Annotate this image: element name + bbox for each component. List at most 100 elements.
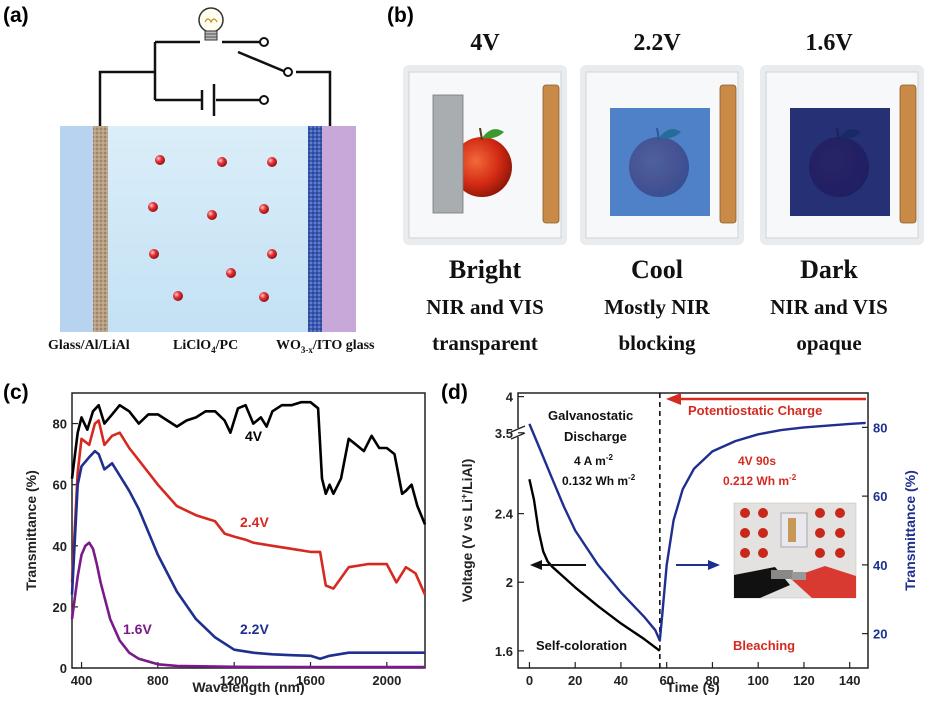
y-right-tick-label: 40 (873, 558, 887, 573)
light-bulb-icon (198, 7, 224, 41)
series-line-voltage (528, 479, 661, 652)
plot-frame (517, 392, 869, 669)
series-line-transmittance (528, 421, 866, 642)
panel-c: (c) 400 800 1200 1600 2000 0 20 40 60 80 Wavelengt… (3, 381, 427, 695)
x-tick-label: 800 (147, 673, 169, 688)
electrolyte-layer (108, 126, 308, 332)
x-tick-label: 120 (793, 673, 815, 688)
battery-icon (200, 84, 216, 116)
y-axis-label: Voltage (V vs Li+/LiAl) (459, 459, 475, 602)
x-tick-label: 100 (747, 673, 769, 688)
y-tick-label: 1.6 (495, 644, 513, 659)
panel-c-label: (c) (3, 381, 29, 404)
y-axis-label: Transmittance (%) (23, 470, 39, 591)
charge-arrow-head (666, 393, 681, 405)
panel-d-label: (d) (441, 381, 468, 404)
y-tick-label: 80 (53, 417, 67, 432)
apple-icon (740, 548, 750, 558)
y-right-tick-label: 20 (873, 627, 887, 642)
bleaching-label: Bleaching (733, 638, 795, 653)
y-right-tick-label: 80 (873, 420, 887, 435)
series-line-1.6V (70, 541, 425, 669)
x-tick-label: 60 (659, 673, 673, 688)
chart-d: 0 20 40 60 80 100 120 1401.622.43.5420406080Tim… (459, 390, 918, 695)
x-tick-label: 1600 (296, 673, 325, 688)
state-voltage: 2.2V (633, 30, 681, 56)
y-tick-label: 2.4 (495, 507, 514, 522)
apple-icon (815, 508, 825, 518)
state-voltage: 1.6V (805, 30, 853, 56)
series-label-2.2V: 2.2V (240, 621, 269, 637)
layer-label-right: WO3-x/ITO glass (276, 338, 375, 355)
state-desc-2: blocking (618, 331, 696, 355)
x-tick-label: 1200 (220, 673, 249, 688)
series-line-4V (70, 400, 427, 525)
current-density-label: 4 A m-2 (574, 453, 613, 468)
y-tick-label: 20 (53, 600, 67, 615)
apple-icon (740, 508, 750, 518)
wo3-layer (308, 126, 322, 332)
state-name: Bright (449, 255, 522, 284)
state-1: 2.2V Cool Mostly NIR blocking (580, 30, 744, 355)
glass-left-layer (60, 126, 93, 332)
discharge-label-2: Discharge (564, 429, 627, 444)
switch-contacts (259, 37, 293, 105)
al-lial-layer (93, 126, 108, 332)
state-desc-1: NIR and VIS (770, 295, 888, 319)
state-desc-1: Mostly NIR (604, 295, 710, 319)
y-right-axis-label: Transmittance (%) (902, 470, 918, 591)
state-desc-2: opaque (796, 331, 861, 355)
device-photo (760, 65, 924, 245)
device-photo (403, 65, 567, 245)
apple-icon (815, 528, 825, 538)
x-tick-label: 80 (705, 673, 719, 688)
panel-b: (b) 4V Bright NIR and VIS transparent 2.2V Co… (387, 4, 924, 355)
apple-icon (758, 528, 768, 538)
apple-icon (835, 548, 845, 558)
circuit (98, 40, 332, 128)
apple-icon (835, 528, 845, 538)
discharge-energy-label: 0.132 Wh m-2 (562, 473, 636, 488)
device-photo-inset (733, 502, 857, 599)
state-desc-1: NIR and VIS (426, 295, 544, 319)
apple-icon (758, 508, 768, 518)
charge-energy-label: 0.212 Wh m-2 (723, 473, 797, 488)
x-tick-label: 20 (568, 673, 582, 688)
chart-c: 400 800 1200 1600 2000 0 20 40 60 80 Wavelength (n… (23, 392, 427, 695)
y-tick-label: 60 (53, 478, 67, 493)
apple-icon (835, 508, 845, 518)
apple-icon (758, 548, 768, 558)
panel-a: (a) (3, 4, 375, 355)
apple-icon (740, 528, 750, 538)
y-tick-label: 2 (506, 575, 513, 590)
y-tick-label: 0 (60, 661, 67, 676)
apple-icon (815, 548, 825, 558)
series-line-2.4V (70, 419, 427, 596)
series-label-1.6V: 1.6V (123, 621, 152, 637)
state-name: Cool (631, 255, 683, 284)
potentiostatic-charge-label: Potentiostatic Charge (688, 403, 822, 418)
ito-glass-layer (322, 126, 356, 332)
panel-d: (d) 0 20 40 60 80 100 120 140 1.6 2 2.4 3.5 4 20 40 60 8… (441, 381, 918, 695)
x-tick-label: 140 (839, 673, 861, 688)
device-photo (580, 65, 744, 245)
x-axis-label: Wavelength (nm) (192, 679, 304, 695)
x-tick-label: 40 (614, 673, 628, 688)
y-tick-label: 4 (506, 390, 514, 405)
x-tick-label: 2000 (372, 673, 401, 688)
panel-a-label: (a) (3, 4, 29, 27)
x-tick-label: 400 (71, 673, 93, 688)
state-desc-2: transparent (432, 331, 538, 355)
x-tick-label: 0 (526, 673, 533, 688)
series-line-2.2V (70, 449, 425, 661)
charge-voltage-label: 4V 90s (738, 454, 776, 468)
state-2: 1.6V Dark NIR and VIS opaque (760, 30, 924, 355)
state-name: Dark (800, 255, 858, 284)
discharge-label-1: Galvanostatic (548, 408, 633, 423)
series-label-2.4V: 2.4V (240, 514, 269, 530)
lithium-ions (148, 155, 277, 302)
state-voltage: 4V (470, 30, 500, 56)
y-right-tick-label: 60 (873, 489, 887, 504)
state-0: 4V Bright NIR and VIS transparent (403, 30, 567, 355)
